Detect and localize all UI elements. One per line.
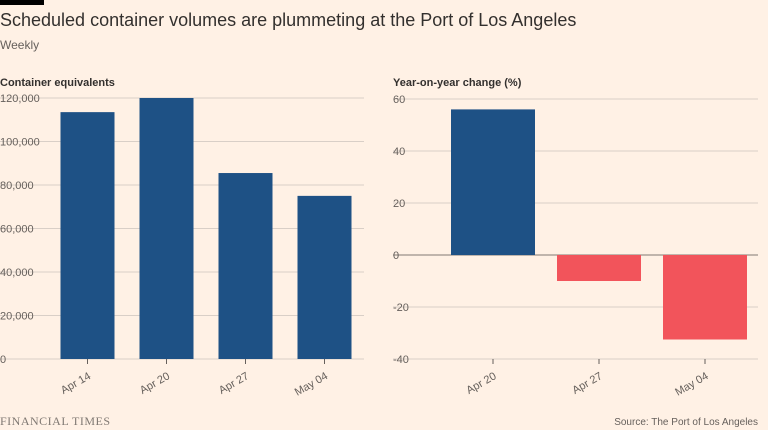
- left-bar: [60, 112, 115, 359]
- ft-logo: FINANCIAL TIMES: [0, 414, 111, 428]
- right-ytick-label: -40: [393, 354, 409, 366]
- right-bar: [451, 109, 535, 256]
- right-bar: [663, 255, 747, 340]
- left-axis-label: Container equivalents: [0, 77, 115, 89]
- right-xtick-label: Apr 20: [464, 370, 498, 397]
- right-ytick-label: 0: [393, 250, 399, 262]
- left-bar: [218, 173, 273, 359]
- left-ytick-label: 0: [0, 354, 6, 366]
- left-ytick-label: 100,000: [0, 137, 40, 149]
- left-xtick-label: Apr 20: [138, 370, 172, 397]
- right-xtick-label: Apr 27: [570, 370, 604, 397]
- left-bar: [139, 98, 194, 359]
- ft-top-bar: [0, 0, 44, 5]
- left-xtick-label: Apr 14: [59, 370, 93, 397]
- chart-title: Scheduled container volumes are plummeti…: [0, 10, 577, 30]
- left-ytick-label: 60,000: [0, 224, 34, 236]
- right-ytick-label: 40: [393, 146, 405, 158]
- left-ytick-label: 40,000: [0, 267, 34, 279]
- left-ytick-label: 120,000: [0, 93, 40, 105]
- right-ytick-label: -20: [393, 302, 409, 314]
- left-bar: [297, 195, 352, 359]
- chart-subtitle: Weekly: [0, 38, 40, 52]
- right-ytick-label: 20: [393, 198, 405, 210]
- left-ytick-label: 20,000: [0, 311, 34, 323]
- right-xtick-label: May 04: [673, 370, 710, 398]
- right-axis-label: Year-on-year change (%): [393, 77, 522, 89]
- right-ytick-label: 60: [393, 94, 405, 106]
- right-bar: [557, 255, 641, 281]
- left-xtick-label: May 04: [293, 370, 330, 398]
- source-note: Source: The Port of Los Angeles: [614, 417, 758, 428]
- left-xtick-label: Apr 27: [217, 370, 251, 397]
- left-ytick-label: 80,000: [0, 180, 34, 192]
